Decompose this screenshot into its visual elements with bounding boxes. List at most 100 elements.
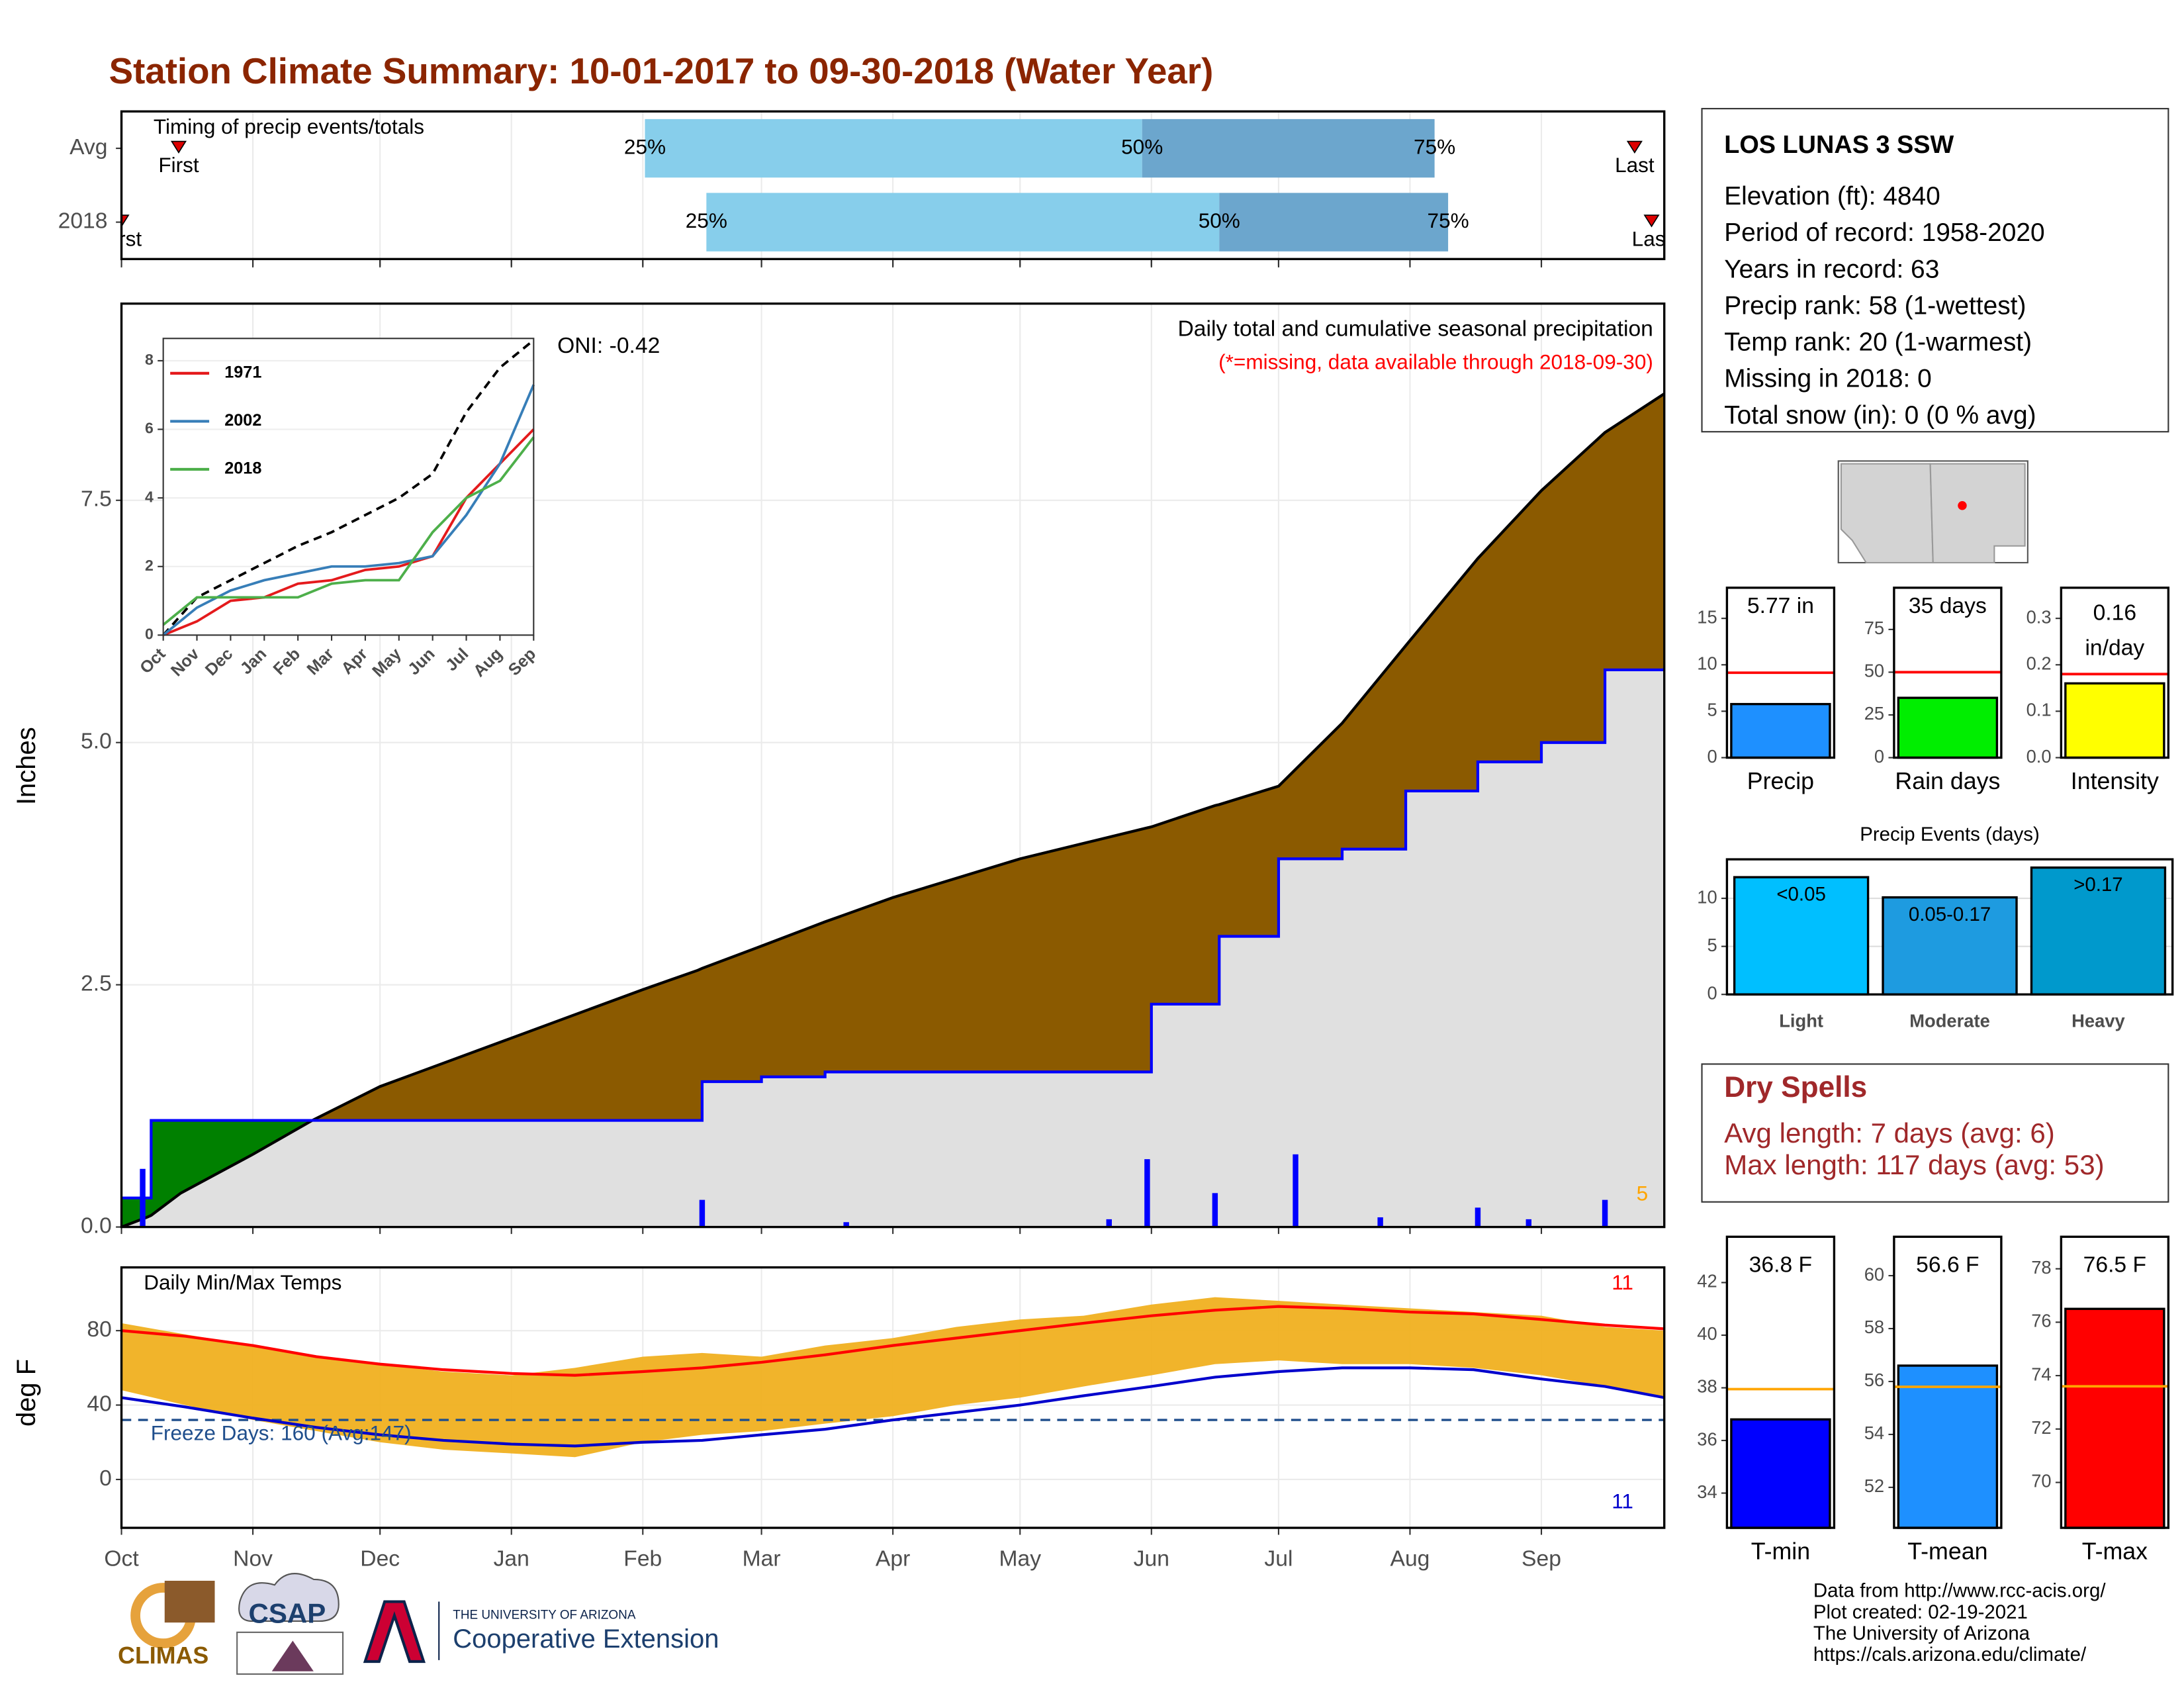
cumulative-line xyxy=(121,393,1664,1227)
plot-frame xyxy=(1893,1235,2003,1529)
station-line: Years in record: 63 xyxy=(1724,255,1939,283)
quartile-label: 75% xyxy=(1414,134,1455,158)
record-low-count: 11 xyxy=(1612,1489,1633,1513)
climas-text: CLIMAS xyxy=(118,1642,208,1669)
x-tick-label: T-min xyxy=(1751,1538,1810,1564)
x-tick-label: T-mean xyxy=(1907,1538,1987,1564)
quartile-bar xyxy=(645,118,1142,178)
y-tick-label: 74 xyxy=(2031,1364,2051,1384)
info-box xyxy=(1701,108,2169,433)
y-tick-label: 52 xyxy=(1864,1476,1884,1496)
event-label: First xyxy=(101,226,142,250)
y-tick-label: 0.0 xyxy=(2026,746,2052,767)
footer-line: Plot created: 02-19-2021 xyxy=(1813,1601,2028,1623)
inset-frame xyxy=(162,338,535,636)
y-tick-label: 40 xyxy=(1697,1323,1717,1344)
daily-bar xyxy=(1144,1159,1150,1227)
panel-title: Precip Events (days) xyxy=(1860,823,2040,845)
timing-title: Timing of precip events/totals xyxy=(154,115,424,138)
y-tick-label: 56 xyxy=(1864,1370,1884,1390)
overlap-area xyxy=(121,668,1664,1227)
quartile-bar xyxy=(1142,118,1435,178)
x-tick-label: Sep xyxy=(1522,1546,1561,1571)
y-tick-label: 0.3 xyxy=(2026,606,2052,627)
y-tick-label: 60 xyxy=(1864,1264,1884,1284)
csap-logo xyxy=(238,1573,340,1622)
x-tick-label: Apr xyxy=(876,1546,910,1571)
row-label: 2018 xyxy=(58,209,108,233)
quartile-label: 75% xyxy=(1428,209,1469,232)
quartile-label: 25% xyxy=(624,134,666,158)
y-tick-label: 0.0 xyxy=(81,1213,112,1238)
daily-bar xyxy=(1475,1207,1481,1227)
bin-label: <0.05 xyxy=(1776,883,1826,905)
y-tick-label: 0 xyxy=(1874,746,1884,767)
freeze-label: Freeze Days: 160 (Avg:147) xyxy=(151,1421,412,1444)
station-dot xyxy=(1958,501,1967,510)
quartile-bar xyxy=(706,193,1220,252)
x-tick-label: Feb xyxy=(623,1546,662,1571)
value-label: 76.5 F xyxy=(2083,1252,2146,1277)
y-tick-label: 8 xyxy=(145,351,154,368)
cumulative-line xyxy=(121,668,1664,1199)
y-tick-label: 0 xyxy=(1707,746,1717,767)
event-label: First xyxy=(158,153,199,177)
map-state xyxy=(1929,463,2026,564)
value-label: 5.77 in xyxy=(1747,594,1814,618)
y-tick-label: 34 xyxy=(1697,1481,1717,1502)
y-tick-label: 0.2 xyxy=(2026,653,2052,674)
x-tick-label: Rain days xyxy=(1895,768,2000,794)
event-label: Last xyxy=(1615,153,1655,177)
annotation: ONI: -0.42 xyxy=(557,334,660,358)
bar xyxy=(2064,682,2165,759)
station-line: Temp rank: 20 (1-warmest) xyxy=(1724,328,2032,357)
corner-label: 5 xyxy=(1637,1182,1649,1205)
plot-frame xyxy=(1725,858,2174,996)
x-tick-label: Mar xyxy=(743,1546,781,1571)
series-line xyxy=(162,436,535,626)
daily-bar xyxy=(140,1168,146,1227)
y-tick-label: 10 xyxy=(1697,653,1717,674)
y-tick-label: 5 xyxy=(1707,935,1717,955)
value-label: 35 days xyxy=(1909,594,1987,618)
event-marker xyxy=(1643,214,1660,228)
plot-frame xyxy=(2060,1235,2170,1529)
y-tick-label: 25 xyxy=(1864,703,1884,724)
map xyxy=(1837,460,2028,564)
quartile-label: 50% xyxy=(1199,209,1240,232)
bar xyxy=(1730,1418,1831,1529)
y-tick-label: 50 xyxy=(1864,661,1884,681)
plot-frame xyxy=(2060,586,2170,759)
event-marker xyxy=(170,140,187,154)
daily-bar xyxy=(1293,1154,1298,1227)
value-label: 56.6 F xyxy=(1916,1252,1979,1277)
event-marker xyxy=(121,214,130,228)
bar xyxy=(1897,1364,1999,1529)
event-marker xyxy=(1626,140,1643,154)
station-line: Total snow (in): 0 (0 % avg) xyxy=(1724,401,2036,430)
series-line xyxy=(162,384,535,636)
station-line: Elevation (ft): 4840 xyxy=(1724,182,1940,211)
missing-note: (*=missing, data available through 2018-… xyxy=(1218,350,1653,373)
bar xyxy=(1882,896,2018,996)
x-tick-label: Aug xyxy=(1390,1546,1430,1571)
x-tick-label: Jun xyxy=(1134,1546,1169,1571)
x-tick-label: Heavy xyxy=(2071,1011,2125,1031)
y-tick-label: 10 xyxy=(1697,886,1717,907)
row-label: Avg xyxy=(69,135,107,160)
footer-line: https://cals.arizona.edu/climate/ xyxy=(1813,1644,2087,1665)
dry-spells-title: Dry Spells xyxy=(1724,1071,1867,1103)
ua-logo xyxy=(363,1600,426,1664)
plot-frame xyxy=(1725,1235,1836,1529)
bar xyxy=(1897,696,1999,759)
daily-bar xyxy=(699,1199,705,1227)
x-tick-label: Jul xyxy=(1264,1546,1293,1571)
y-tick-label: 0 xyxy=(99,1466,112,1491)
legend-label: 2002 xyxy=(224,411,261,430)
dry-spells-line: Avg length: 7 days (avg: 6) xyxy=(1724,1117,2055,1149)
footer-line: Data from http://www.rcc-acis.org/ xyxy=(1813,1580,2106,1602)
y-tick-label: 58 xyxy=(1864,1317,1884,1337)
plot-frame xyxy=(1725,586,1836,759)
y-tick-label: 78 xyxy=(2031,1257,2051,1278)
